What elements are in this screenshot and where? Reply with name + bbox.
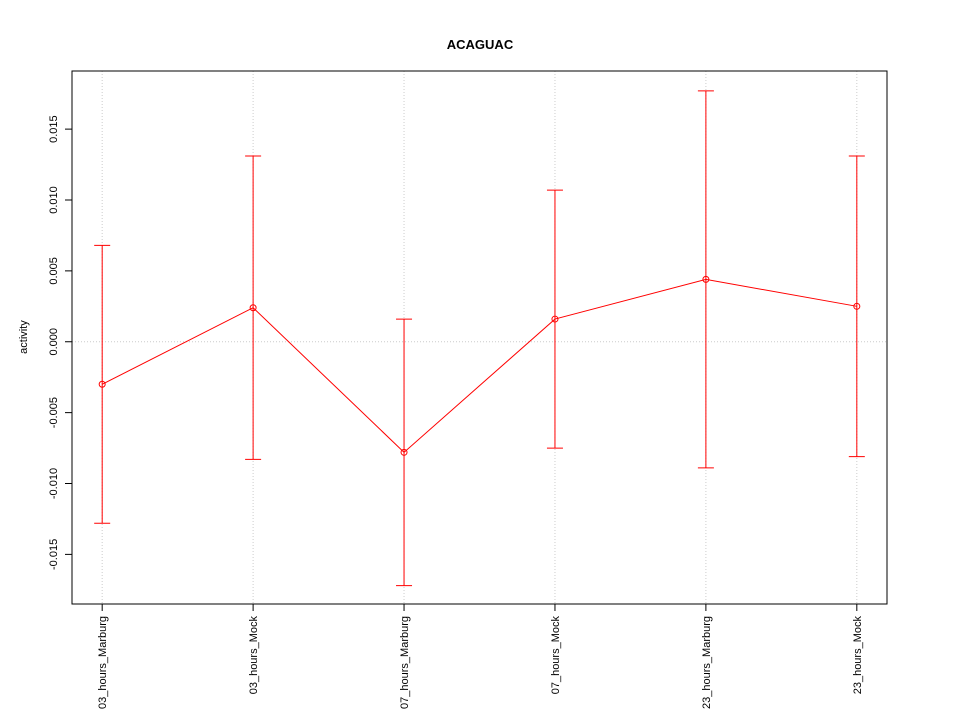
x-tick-label: 07_hours_Marburg	[399, 616, 411, 709]
x-tick-label: 07_hours_Mock	[550, 616, 562, 695]
y-axis-label: activity	[18, 320, 30, 354]
point	[702, 275, 710, 283]
x-tick-label: 03_hours_Mock	[248, 616, 260, 695]
point	[400, 448, 408, 456]
point	[98, 380, 106, 388]
point	[551, 315, 559, 323]
y-tick-label: -0.010	[48, 468, 60, 499]
x-tick-label: 23_hours_Mock	[852, 616, 864, 695]
point	[853, 302, 861, 310]
x-tick-label: 23_hours_Marburg	[701, 616, 713, 709]
plot-frame	[71, 70, 888, 605]
point	[249, 304, 257, 312]
y-tick-label: 0.010	[48, 186, 60, 214]
y-tick-label: 0.005	[48, 257, 60, 285]
chart-title: ACAGUAC	[447, 37, 514, 52]
y-tick-label: 0.015	[48, 115, 60, 143]
series-line	[101, 278, 857, 454]
y-tick-label: 0.000	[48, 328, 60, 356]
y-tick-label: -0.005	[48, 397, 60, 428]
y-tick-label: -0.015	[48, 539, 60, 570]
x-tick-label: 03_hours_Marburg	[97, 616, 109, 709]
